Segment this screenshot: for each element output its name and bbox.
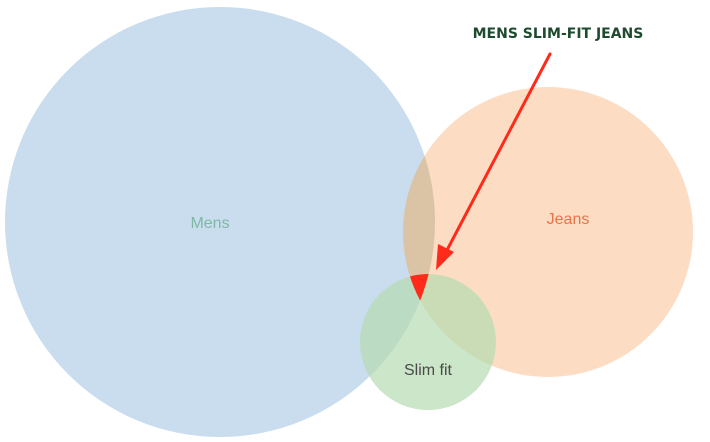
jeans-label: Jeans: [547, 211, 590, 228]
slim-fit-label: Slim fit: [404, 362, 453, 379]
callout-arrow: [436, 52, 552, 270]
mens-label: Mens: [190, 215, 229, 232]
mens-circle: [5, 7, 435, 437]
slim-fit-circle: [360, 274, 496, 410]
callout-title: MENS SLIM-FIT JEANS: [473, 26, 644, 42]
